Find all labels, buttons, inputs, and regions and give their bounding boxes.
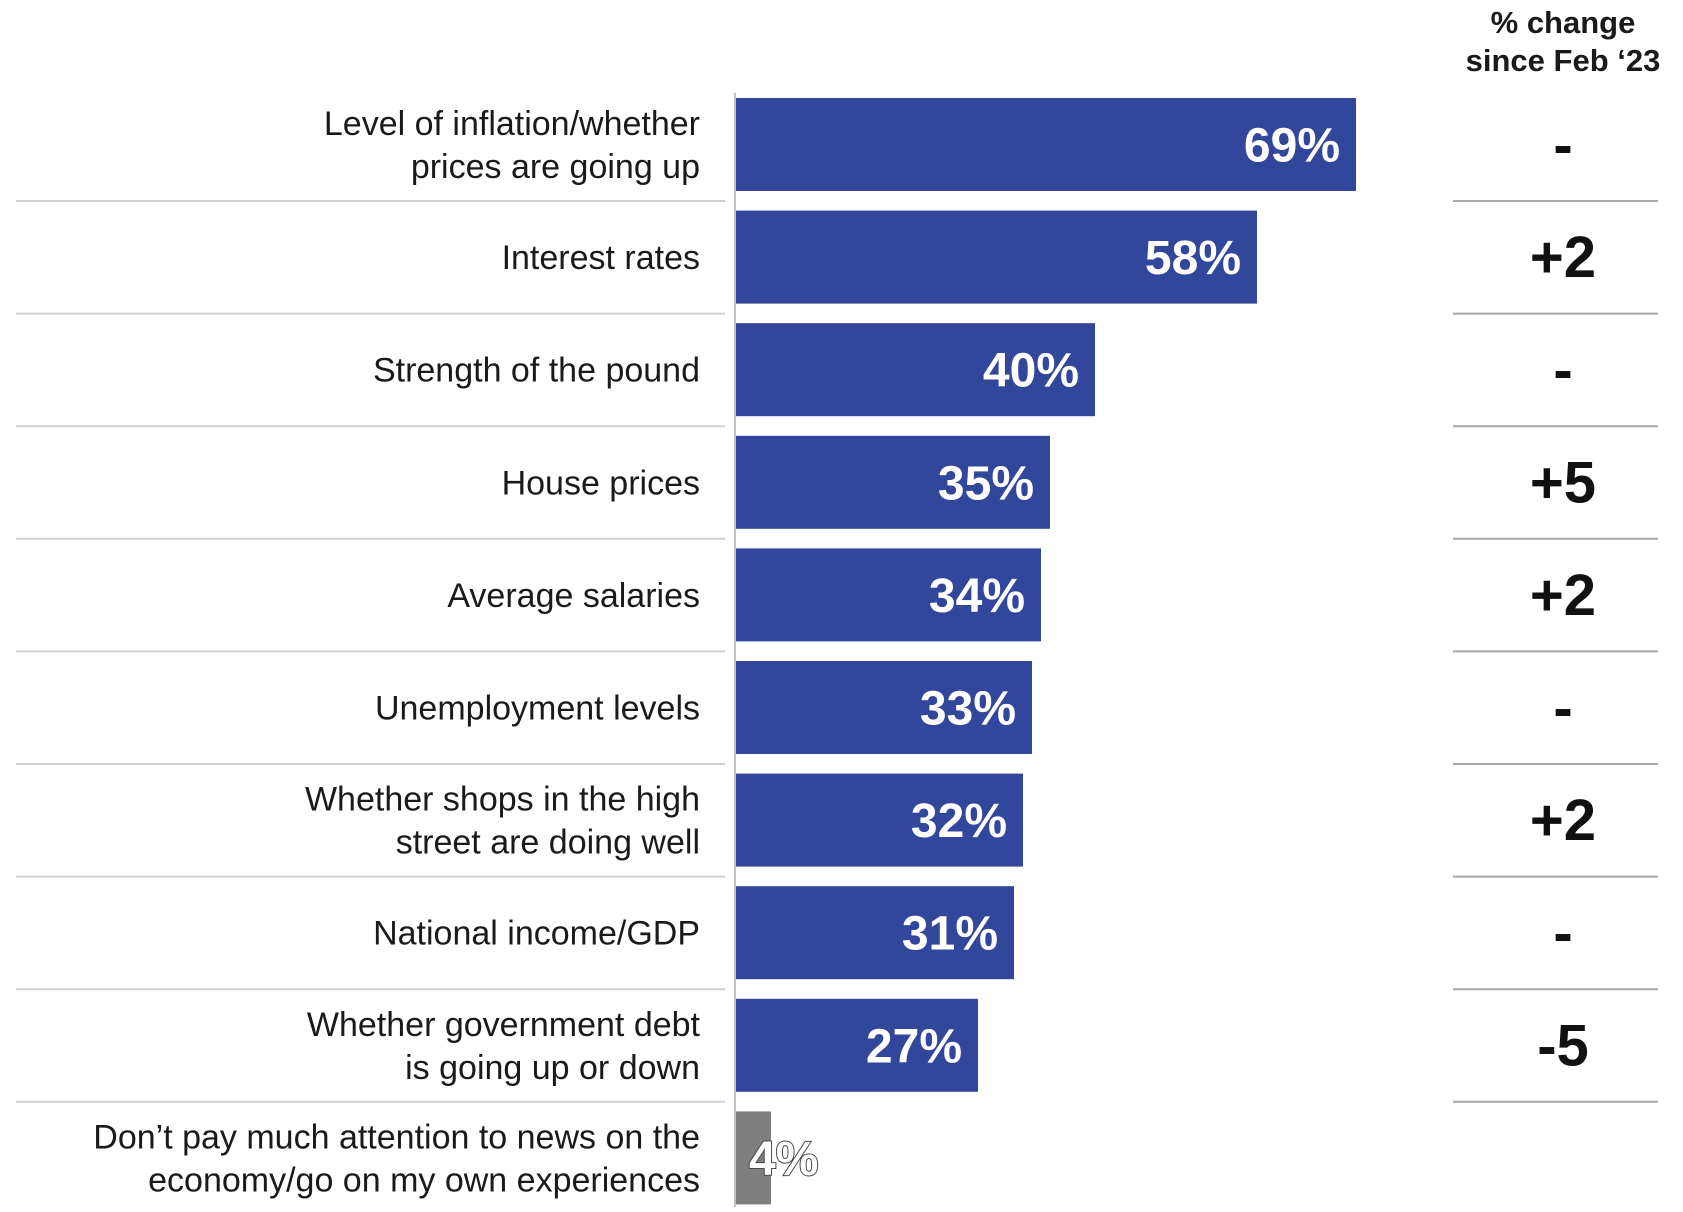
category-label: National income/GDP [373,915,700,953]
category-label-line: Average salaries [447,577,700,615]
change-value: +5 [1530,450,1596,515]
category-label: Whether government debt is going up or do… [307,1006,701,1087]
category-label-line: Level of inflation/whether [324,105,700,143]
bar-10 [735,1111,771,1205]
change-value: +2 [1530,563,1596,628]
category-label-line: Whether shops in the high [305,781,700,819]
bar-value-label: 34% [929,570,1025,623]
bar-value-label: 31% [902,908,998,961]
bar-7 [735,773,1023,867]
category-label-line: House prices [502,464,700,502]
bar-9 [735,998,978,1092]
bar-3 [735,323,1095,417]
bar-1 [735,98,1356,191]
bar-value-label: 33% [920,683,1016,736]
bar-value-label: 35% [938,457,1034,510]
category-label: Whether shops in the high street are doin… [305,781,700,862]
bar-5 [735,548,1041,642]
bar-6 [735,661,1032,754]
change-column-header-line: % change [1491,5,1636,40]
category-label-line: is going up or down [405,1049,700,1087]
bar-value-label: 32% [911,795,1007,848]
category-label: Level of inflation/whether prices are goi… [324,105,700,186]
category-label-line: prices are going up [411,148,700,186]
change-column-header-line: since Feb ‘23 [1466,43,1661,78]
change-value: -5 [1537,1013,1589,1078]
category-label-line: economy/go on my own experiences [148,1161,700,1199]
category-label: Interest rates [502,239,700,277]
bar-value-label: 58% [1145,232,1241,285]
change-value: - [1553,901,1572,966]
bar-value-label: 69% [1244,120,1340,173]
bar-value-label: 40% [983,345,1079,398]
category-label: Don’t pay much attention to news on the e… [93,1118,700,1199]
category-label-line: Don’t pay much attention to news on the [93,1118,700,1156]
bar-4 [735,435,1050,529]
category-label-line: Unemployment levels [375,690,700,728]
category-label: House prices [502,464,700,502]
change-value: +2 [1530,788,1596,853]
change-column-header: % change since Feb ‘23 [1466,5,1661,78]
category-label-line: National income/GDP [373,915,700,953]
category-label-line: street are doing well [396,824,700,862]
change-value: - [1553,113,1572,178]
change-value: - [1553,338,1572,403]
category-label: Average salaries [447,577,700,615]
bar-value-label: 27% [866,1020,962,1073]
bar-2 [735,210,1257,304]
bar-value-label: 4% [749,1133,818,1186]
category-label: Strength of the pound [373,352,700,390]
change-value: - [1553,676,1572,741]
category-label-line: Interest rates [502,239,700,277]
change-value: +2 [1530,225,1596,290]
category-label: Unemployment levels [375,690,700,728]
bar-8 [735,886,1014,980]
category-label-line: Strength of the pound [373,352,700,390]
category-label-line: Whether government debt [307,1006,701,1044]
